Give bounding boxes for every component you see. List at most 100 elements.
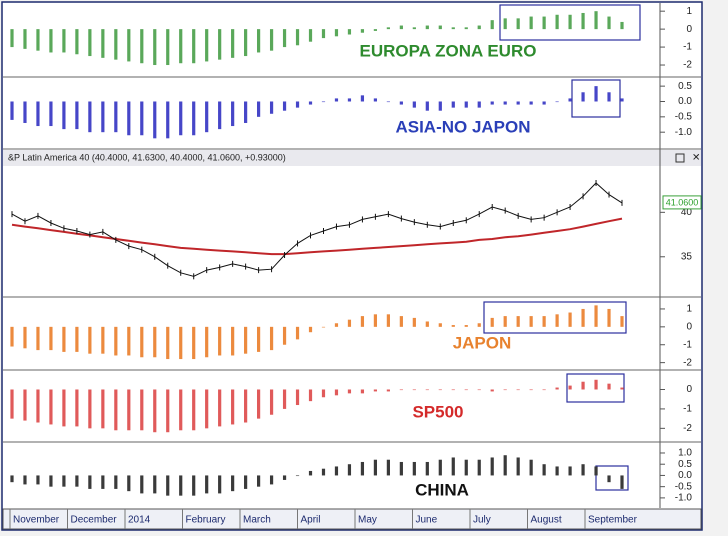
bar <box>464 27 468 30</box>
bar <box>607 308 611 327</box>
y-tick-label: -1 <box>683 404 692 415</box>
x-tick-label: May <box>358 515 377 526</box>
x-tick-label: November <box>13 515 60 526</box>
y-tick-label: 0.0 <box>678 470 692 481</box>
bar <box>205 475 209 494</box>
bar <box>282 29 287 48</box>
bar <box>140 326 144 358</box>
bar <box>581 92 585 102</box>
y-tick-label: -0.5 <box>675 111 693 122</box>
last-value-label: 41.0600 <box>666 197 699 207</box>
bar <box>568 385 572 390</box>
bar <box>373 314 378 327</box>
bar <box>555 314 559 327</box>
bar <box>464 389 468 391</box>
bar <box>568 98 572 102</box>
bar <box>192 389 196 431</box>
bar <box>75 101 79 130</box>
bar <box>218 29 222 60</box>
y-tick-label: 1.0 <box>678 448 692 459</box>
bar <box>516 18 520 30</box>
x-tick-label: February <box>186 515 226 526</box>
bar <box>62 389 66 427</box>
bar <box>282 101 287 111</box>
bar <box>231 475 235 492</box>
bar <box>607 16 611 30</box>
bar <box>529 389 533 391</box>
bar <box>321 101 326 103</box>
bar <box>555 14 559 30</box>
bar <box>490 389 494 392</box>
bar <box>581 381 585 390</box>
bar <box>360 461 365 476</box>
bar <box>166 326 170 360</box>
last-value-box <box>662 195 702 210</box>
bar <box>516 101 520 105</box>
bar <box>295 389 300 406</box>
bar <box>140 101 144 136</box>
bar <box>308 389 313 402</box>
bar <box>438 389 442 391</box>
bar <box>10 101 14 120</box>
bar <box>179 475 183 496</box>
bar <box>49 29 53 53</box>
bar <box>23 101 27 123</box>
bar <box>503 316 507 327</box>
y-tick-label: 0 <box>686 384 692 395</box>
bar <box>244 475 248 489</box>
bar <box>607 383 611 390</box>
bar <box>101 101 105 133</box>
frame <box>1 1 703 531</box>
bar <box>23 475 27 485</box>
y-tick-label: -1 <box>683 42 692 53</box>
x-tick-label: June <box>416 515 438 526</box>
bar <box>244 29 248 57</box>
bar <box>620 98 624 102</box>
bar <box>295 326 300 340</box>
bar <box>295 101 300 108</box>
bar <box>256 326 261 352</box>
bar <box>205 326 209 358</box>
bar <box>451 27 455 30</box>
bar <box>607 92 611 102</box>
bar <box>114 29 118 60</box>
bar <box>529 316 533 327</box>
bar <box>114 475 118 489</box>
bar <box>399 25 403 30</box>
bar <box>386 389 390 392</box>
bar <box>166 475 170 496</box>
bar <box>231 389 235 425</box>
bar <box>620 387 624 390</box>
bar <box>425 321 429 327</box>
bar <box>490 317 494 327</box>
bar <box>360 95 365 102</box>
bar <box>179 389 183 431</box>
bar <box>516 316 520 327</box>
bar <box>464 101 468 108</box>
bar <box>451 389 455 391</box>
bar <box>334 389 339 396</box>
bar <box>75 326 79 352</box>
bar <box>360 316 365 327</box>
bar <box>49 389 53 425</box>
bar <box>477 101 481 108</box>
bar <box>347 319 352 327</box>
bar <box>503 389 507 391</box>
bar <box>529 16 533 30</box>
bar <box>62 101 66 130</box>
bar <box>205 389 209 429</box>
bar <box>490 20 494 30</box>
bar <box>581 464 585 476</box>
bar <box>127 101 131 136</box>
bar <box>386 459 390 476</box>
y-tick-label: 1 <box>686 304 692 315</box>
bar <box>386 314 390 327</box>
close-button[interactable]: ✕ <box>692 153 700 164</box>
window-button[interactable] <box>675 153 685 163</box>
bar <box>438 25 442 30</box>
bar <box>75 475 79 487</box>
bar <box>153 475 157 494</box>
highlight-box <box>595 465 629 491</box>
bar <box>153 101 157 139</box>
bar <box>568 312 572 327</box>
